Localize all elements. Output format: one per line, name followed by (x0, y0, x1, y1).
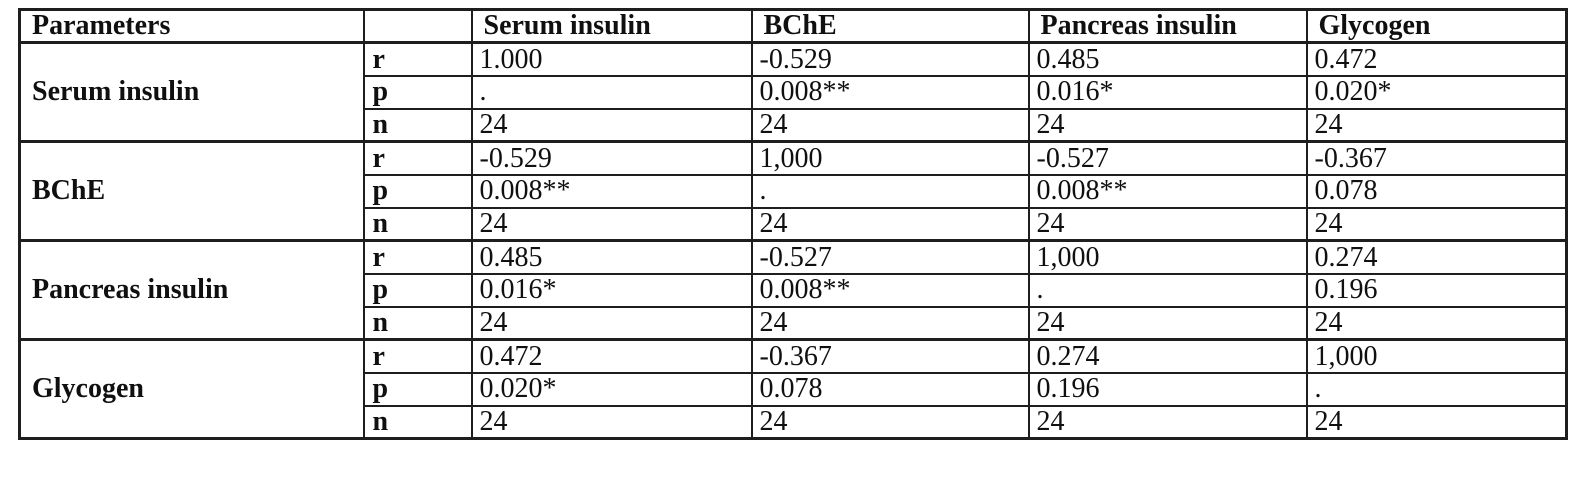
value-cell: 24 (470, 107, 753, 143)
value-cell: 0.016* (1027, 74, 1308, 110)
value-cell: 0.485 (470, 239, 753, 275)
value-cell: -0.367 (1305, 140, 1568, 176)
value-cell: -0.527 (1027, 140, 1308, 176)
parameter-cell: Pancreas insulin (18, 239, 365, 341)
table-header: Parameters Serum insulin BChE Pancreas i… (18, 8, 1568, 44)
stat-cell: p (362, 371, 473, 407)
group-glycogen: Glycogen r 0.472 -0.367 0.274 1,000 p 0.… (18, 338, 1568, 440)
group-bche: BChE r -0.529 1,000 -0.527 -0.367 p 0.00… (18, 140, 1568, 242)
table-row: BChE r -0.529 1,000 -0.527 -0.367 (18, 140, 1568, 242)
table-row: p 0.008** . 0.008** 0.078 (20, 173, 1568, 209)
stat-cell: p (362, 74, 473, 110)
parameter-cell: Glycogen (18, 338, 365, 440)
value-cell: 24 (470, 206, 753, 242)
value-cell: 24 (470, 305, 753, 341)
value-cell: 24 (1027, 305, 1308, 341)
value-cell: 1,000 (1305, 338, 1568, 374)
value-cell: 0.196 (1305, 272, 1568, 308)
table-row: Pancreas insulin r 0.485 -0.527 1,000 0.… (18, 239, 1568, 341)
stat-cell: r (362, 41, 473, 77)
value-cell: . (1027, 272, 1308, 308)
stat-cell: r (362, 338, 473, 374)
table-row: n 24 24 24 24 (20, 404, 1568, 440)
value-cell: -0.529 (470, 140, 753, 176)
header-cell-bche: BChE (750, 8, 1030, 44)
table-row: n 24 24 24 24 (20, 305, 1568, 341)
value-cell: 24 (750, 206, 1030, 242)
table-row: Glycogen r 0.472 -0.367 0.274 1,000 (18, 338, 1568, 440)
stat-cell: n (362, 206, 473, 242)
value-cell: -0.527 (750, 239, 1030, 275)
value-cell: 24 (1305, 107, 1568, 143)
group-pancreas-insulin: Pancreas insulin r 0.485 -0.527 1,000 0.… (18, 239, 1568, 341)
stat-cell: r (362, 239, 473, 275)
value-cell: 24 (1027, 404, 1308, 440)
value-cell: 0.472 (1305, 41, 1568, 77)
value-cell: 0.020* (1305, 74, 1568, 110)
group-serum-insulin: Serum insulin r 1.000 -0.529 0.485 0.472… (18, 41, 1568, 143)
value-cell: 0.008** (470, 173, 753, 209)
header-cell-glycogen: Glycogen (1305, 8, 1568, 44)
value-cell: 24 (1027, 107, 1308, 143)
parameter-cell: BChE (18, 140, 365, 242)
value-cell: 1,000 (750, 140, 1030, 176)
value-cell: 0.078 (750, 371, 1030, 407)
value-cell: 0.008** (750, 272, 1030, 308)
value-cell: 0.016* (470, 272, 753, 308)
table-row: p 0.020* 0.078 0.196 . (20, 371, 1568, 407)
stat-cell: p (362, 173, 473, 209)
value-cell: 0.274 (1305, 239, 1568, 275)
table-row: n 24 24 24 24 (20, 206, 1568, 242)
table-row: p 0.016* 0.008** . 0.196 (20, 272, 1568, 308)
stat-cell: n (362, 404, 473, 440)
header-cell-empty (362, 8, 473, 44)
correlation-table: Parameters Serum insulin BChE Pancreas i… (18, 8, 1568, 440)
value-cell: 24 (1027, 206, 1308, 242)
stat-cell: r (362, 140, 473, 176)
value-cell: 24 (1305, 404, 1568, 440)
value-cell: 0.008** (750, 74, 1030, 110)
header-cell-serum-insulin: Serum insulin (470, 8, 753, 44)
stat-cell: p (362, 272, 473, 308)
table-row: Serum insulin r 1.000 -0.529 0.485 0.472 (18, 41, 1568, 143)
value-cell: . (750, 173, 1030, 209)
value-cell: 24 (1305, 305, 1568, 341)
stat-cell: n (362, 305, 473, 341)
value-cell: 24 (750, 305, 1030, 341)
parameter-cell: Serum insulin (18, 41, 365, 143)
value-cell: . (1305, 371, 1568, 407)
value-cell: 24 (750, 404, 1030, 440)
value-cell: 24 (470, 404, 753, 440)
value-cell: 1,000 (1027, 239, 1308, 275)
value-cell: 0.008** (1027, 173, 1308, 209)
value-cell: 0.485 (1027, 41, 1308, 77)
value-cell: 0.196 (1027, 371, 1308, 407)
header-row: Parameters Serum insulin BChE Pancreas i… (18, 8, 1568, 44)
value-cell: . (470, 74, 753, 110)
value-cell: 0.274 (1027, 338, 1308, 374)
value-cell: 0.472 (470, 338, 753, 374)
value-cell: -0.529 (750, 41, 1030, 77)
value-cell: 0.078 (1305, 173, 1568, 209)
value-cell: 24 (1305, 206, 1568, 242)
table-row: n 24 24 24 24 (20, 107, 1568, 143)
value-cell: 24 (750, 107, 1030, 143)
header-cell-pancreas-insulin: Pancreas insulin (1027, 8, 1308, 44)
value-cell: 0.020* (470, 371, 753, 407)
header-cell-parameters: Parameters (18, 8, 365, 44)
value-cell: -0.367 (750, 338, 1030, 374)
table-row: p . 0.008** 0.016* 0.020* (20, 74, 1568, 110)
stat-cell: n (362, 107, 473, 143)
value-cell: 1.000 (470, 41, 753, 77)
